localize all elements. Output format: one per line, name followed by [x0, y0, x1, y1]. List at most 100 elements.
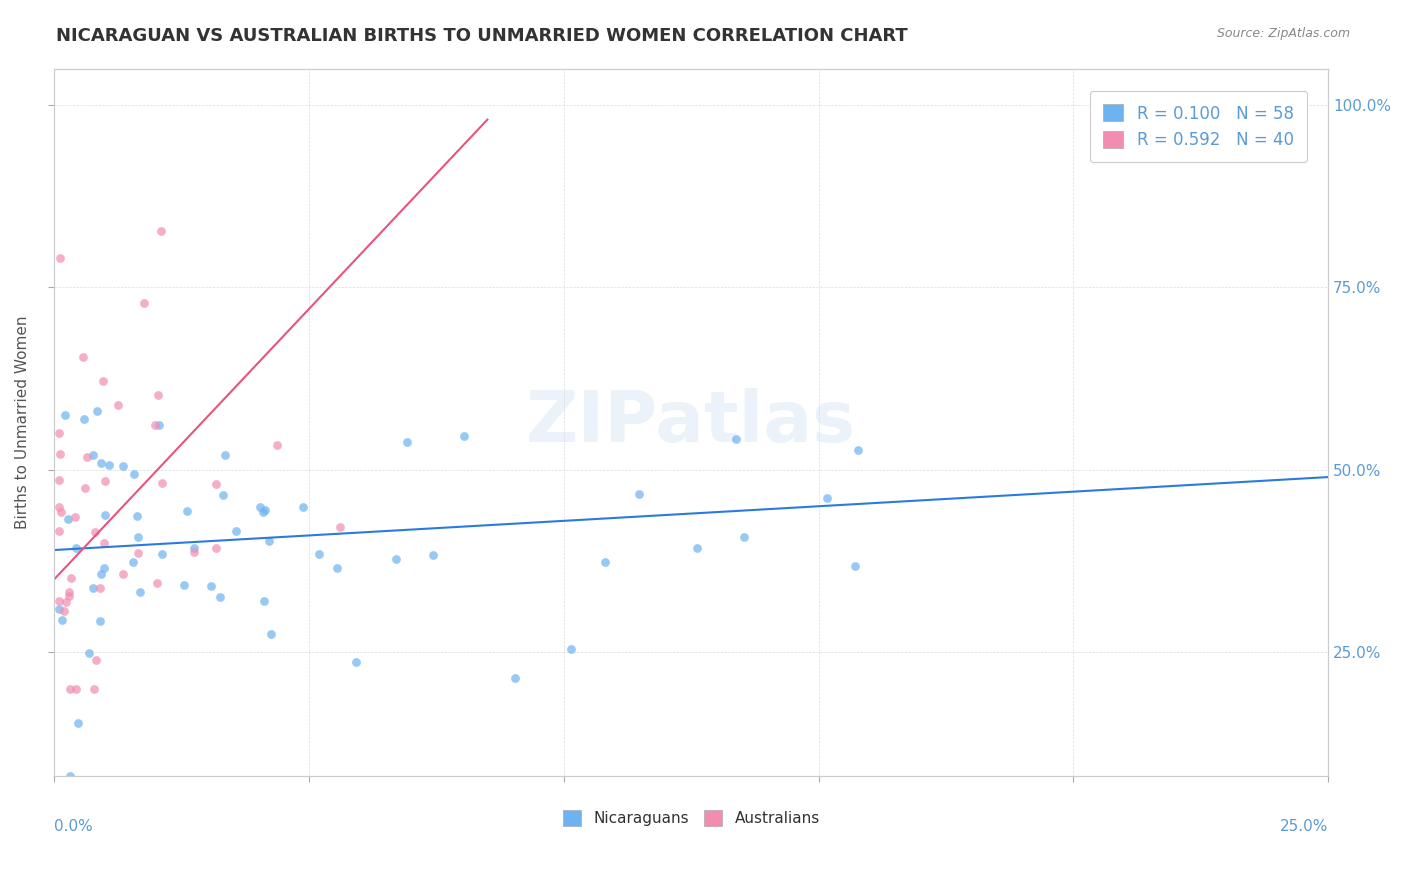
Point — [214, 448, 236, 462]
Point — [249, 500, 271, 514]
Point — [83, 681, 105, 696]
Point — [76, 450, 98, 464]
Point — [505, 671, 527, 685]
Point — [75, 481, 97, 495]
Point — [183, 545, 205, 559]
Point — [48, 594, 70, 608]
Point — [844, 558, 866, 573]
Point — [93, 374, 115, 388]
Point — [127, 546, 149, 560]
Point — [56, 512, 79, 526]
Point — [58, 585, 80, 599]
Point — [257, 533, 280, 548]
Point — [146, 576, 169, 591]
Point — [48, 524, 70, 539]
Point — [292, 500, 315, 514]
Point — [48, 602, 70, 616]
Text: 25.0%: 25.0% — [1279, 819, 1329, 834]
Point — [93, 560, 115, 574]
Point — [846, 443, 869, 458]
Point — [560, 641, 582, 656]
Point — [150, 547, 173, 561]
Point — [53, 408, 76, 422]
Point — [266, 438, 288, 452]
Point — [143, 418, 166, 433]
Point — [815, 491, 838, 505]
Point — [734, 530, 756, 544]
Point — [176, 504, 198, 518]
Text: Source: ZipAtlas.com: Source: ZipAtlas.com — [1216, 27, 1350, 40]
Point — [129, 584, 152, 599]
Point — [48, 500, 70, 514]
Point — [72, 350, 94, 364]
Point — [73, 412, 96, 426]
Point — [55, 595, 77, 609]
Point — [111, 458, 134, 473]
Point — [127, 509, 149, 524]
Point — [329, 520, 352, 534]
Point — [59, 681, 82, 696]
Point — [325, 560, 347, 574]
Point — [183, 541, 205, 556]
Point — [65, 681, 87, 696]
Point — [385, 552, 408, 566]
Point — [94, 508, 117, 523]
Point — [593, 556, 616, 570]
Point — [89, 614, 111, 628]
Point — [52, 604, 75, 618]
Point — [211, 488, 233, 502]
Point — [90, 456, 112, 470]
Point — [77, 646, 100, 660]
Point — [132, 296, 155, 310]
Point — [205, 541, 228, 555]
Point — [208, 590, 231, 604]
Point — [58, 589, 80, 603]
Point — [59, 769, 82, 783]
Point — [127, 530, 149, 544]
Text: 0.0%: 0.0% — [55, 819, 93, 834]
Point — [82, 448, 104, 462]
Point — [98, 458, 121, 473]
Point — [253, 594, 276, 608]
Point — [308, 547, 330, 561]
Point — [107, 398, 129, 412]
Point — [173, 577, 195, 591]
Point — [686, 541, 709, 555]
Point — [65, 541, 87, 556]
Point — [148, 418, 170, 433]
Point — [122, 555, 145, 569]
Point — [59, 571, 82, 585]
Point — [66, 715, 89, 730]
Point — [93, 535, 115, 549]
Point — [627, 486, 650, 500]
Point — [49, 505, 72, 519]
Point — [725, 432, 748, 446]
Point — [422, 548, 444, 562]
Point — [86, 403, 108, 417]
Point — [89, 581, 111, 595]
Point — [150, 224, 173, 238]
Point — [48, 473, 70, 487]
Point — [260, 627, 283, 641]
Point — [84, 525, 107, 540]
Text: NICARAGUAN VS AUSTRALIAN BIRTHS TO UNMARRIED WOMEN CORRELATION CHART: NICARAGUAN VS AUSTRALIAN BIRTHS TO UNMAR… — [56, 27, 908, 45]
Legend: Nicaraguans, Australians: Nicaraguans, Australians — [557, 804, 825, 832]
Point — [48, 426, 70, 441]
Point — [94, 474, 117, 488]
Point — [82, 581, 104, 595]
Point — [225, 524, 247, 538]
Y-axis label: Births to Unmarried Women: Births to Unmarried Women — [15, 316, 30, 529]
Point — [453, 429, 475, 443]
Point — [49, 447, 72, 461]
Point — [122, 467, 145, 482]
Point — [254, 502, 277, 516]
Point — [395, 434, 418, 449]
Point — [200, 579, 222, 593]
Point — [90, 567, 112, 582]
Point — [150, 475, 173, 490]
Text: ZIPatlas: ZIPatlas — [526, 388, 856, 457]
Point — [84, 653, 107, 667]
Point — [51, 613, 73, 627]
Point — [146, 388, 169, 402]
Point — [49, 252, 72, 266]
